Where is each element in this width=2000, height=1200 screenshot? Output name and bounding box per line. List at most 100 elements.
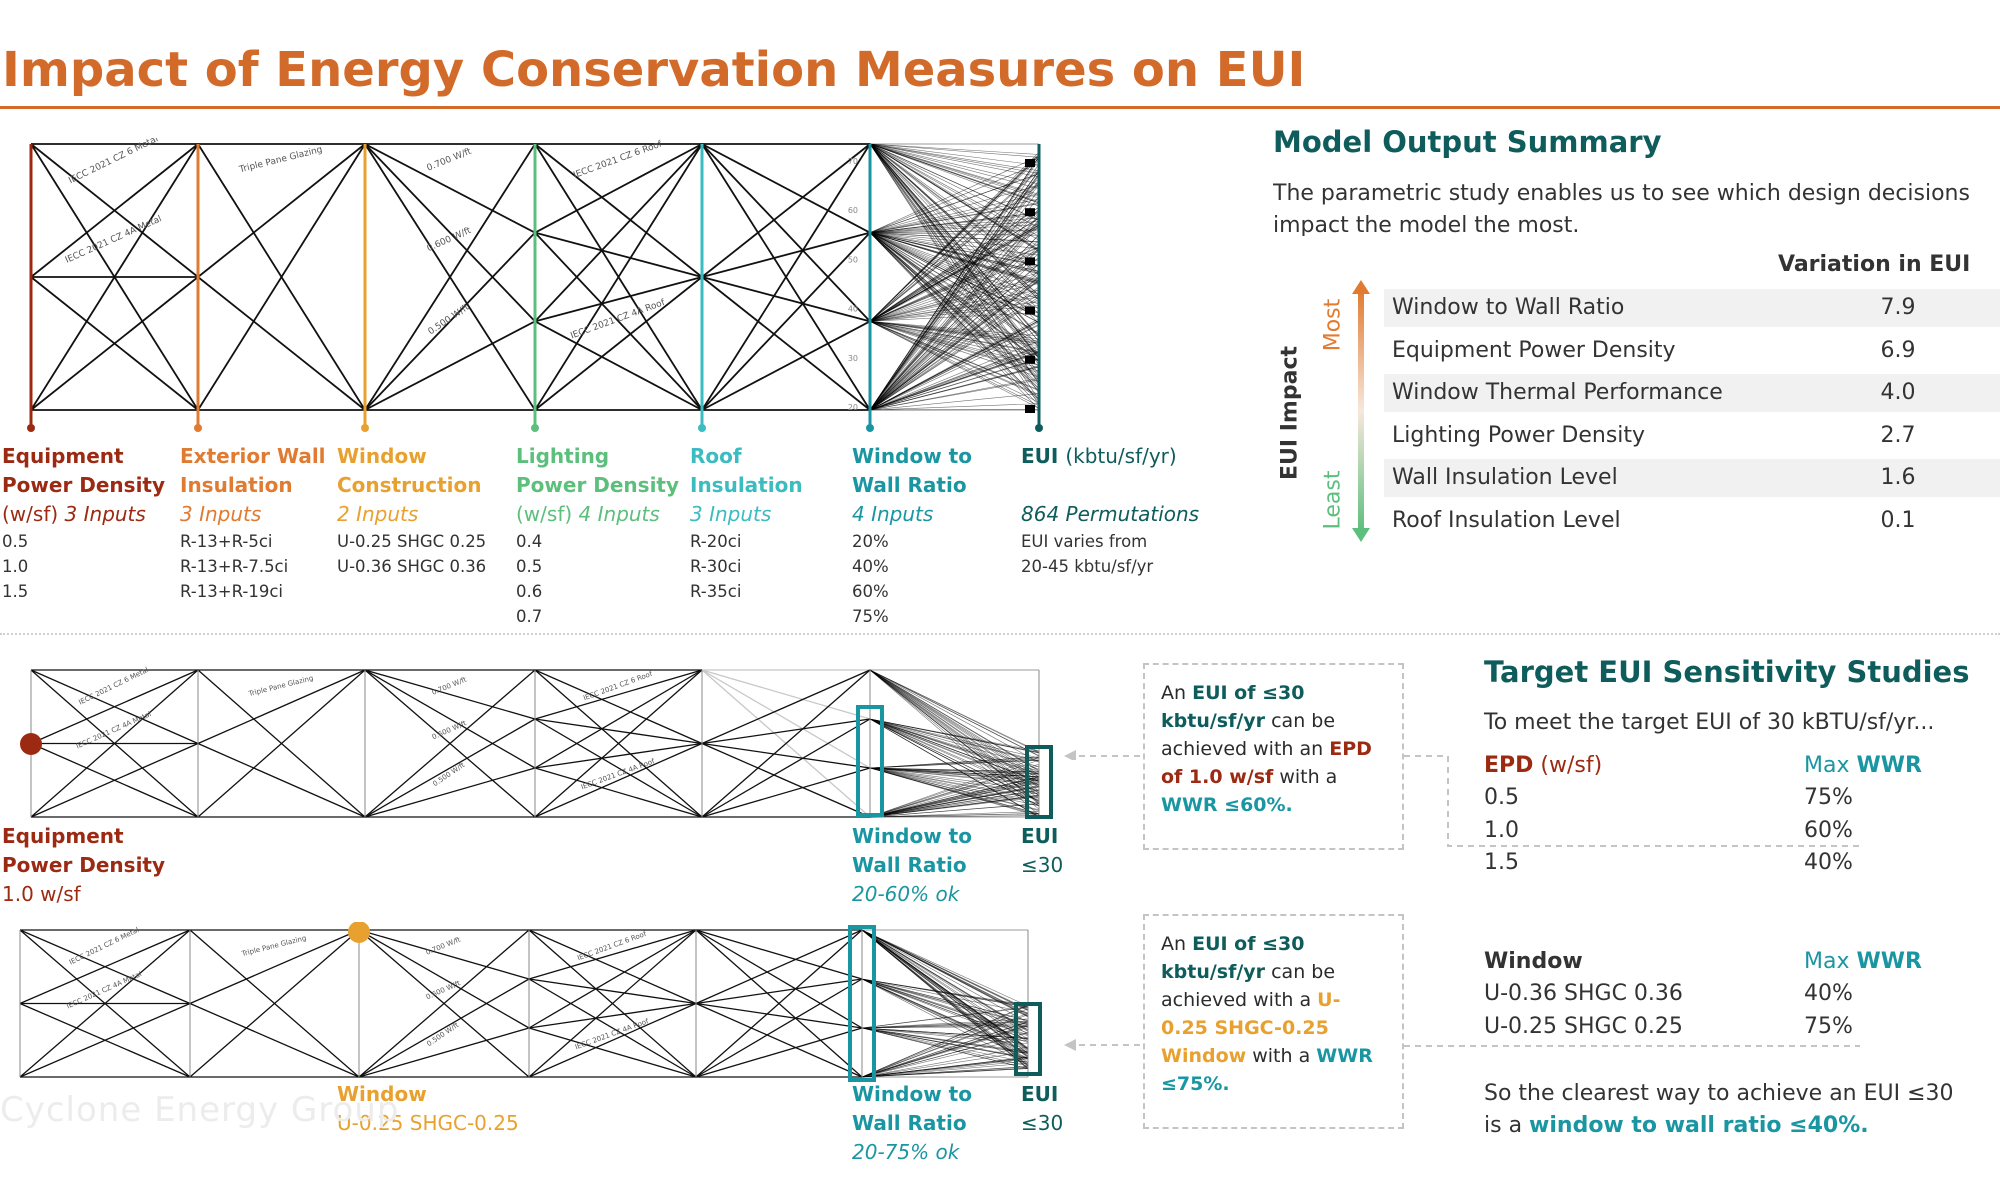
pc-segment xyxy=(364,143,536,411)
faint-chart-label: Triple Pane Glazing xyxy=(237,145,323,176)
pc-segment xyxy=(861,929,1029,1040)
pc-segment xyxy=(528,1027,697,1078)
pc-segment xyxy=(528,929,697,1005)
measure-name: Lighting Power Density xyxy=(1392,422,1646,448)
pc-segment xyxy=(869,221,1040,233)
pc-segment xyxy=(861,978,1029,1054)
pc-segment xyxy=(861,1046,1029,1078)
pc-segment xyxy=(861,929,1029,1069)
pc-segment xyxy=(869,792,1040,818)
pc-segment xyxy=(30,143,199,411)
pc-segment xyxy=(869,669,1040,753)
wwr-label: WWR xyxy=(1856,753,1922,778)
pc-segment xyxy=(528,1002,697,1078)
pc-segment xyxy=(869,143,1040,268)
pc-segment xyxy=(869,232,1040,410)
measure-variation: 4.0 xyxy=(1880,380,1916,405)
pc-segment xyxy=(19,929,191,1005)
axis-value: R-13+R-5ci xyxy=(180,532,273,551)
least-label: Least xyxy=(1318,460,1348,540)
pc-segment xyxy=(869,232,1040,335)
pc-segment xyxy=(701,143,871,278)
pc-segment xyxy=(869,669,1040,803)
pc-segment xyxy=(869,815,1040,818)
study1-eui-label: EUI ≤30 xyxy=(1021,822,1063,880)
axis-label-window: Window Construction 2 Inputs U-0.25 SHGC… xyxy=(337,442,507,579)
table-cell: 40% xyxy=(1804,850,1853,875)
tick-label: 50 xyxy=(848,255,858,264)
label-line: Wall Ratio xyxy=(852,1111,967,1135)
window-col-header: Window xyxy=(1484,949,1583,974)
pc-segment xyxy=(701,718,871,745)
pc-segment xyxy=(869,232,1040,272)
table-cell: 0.5 xyxy=(1484,785,1519,810)
pc-segment xyxy=(869,232,1040,300)
pc-segment xyxy=(869,143,1040,228)
pc-segment xyxy=(861,978,1029,1034)
pc-segment xyxy=(528,1002,697,1029)
pc-segment xyxy=(869,232,1040,367)
pc-segment xyxy=(364,767,536,818)
axis-label-wwr: Window to Wall Ratio 4 Inputs 20% 40% 60% 7… xyxy=(852,442,1002,629)
pc-segment xyxy=(869,786,1040,818)
tick-label: 20 xyxy=(848,403,858,412)
pc-segment xyxy=(869,321,1040,407)
pc-segment xyxy=(358,929,530,980)
pc-segment xyxy=(869,143,1040,366)
pc-segment xyxy=(869,321,1040,347)
pc-segment xyxy=(30,143,199,278)
study2-callout: An EUI of ≤30 kbtu/sf/yr can be achieved… xyxy=(1143,914,1404,1129)
pc-segment xyxy=(861,1007,1029,1029)
pc-segment xyxy=(869,251,1040,322)
pc-segment xyxy=(869,288,1040,411)
pc-segment xyxy=(869,352,1040,411)
pc-segment xyxy=(869,669,1040,782)
pc-segment xyxy=(861,929,1029,1065)
axis-inputs: 3 Inputs xyxy=(64,502,146,526)
callout-text: can be achieved with a xyxy=(1161,961,1336,1011)
table-cell: 60% xyxy=(1804,817,1853,843)
pc-segment xyxy=(861,929,1029,1011)
pc-segment xyxy=(869,143,1040,237)
pc-segment xyxy=(861,929,1029,1031)
pc-segment xyxy=(861,929,1029,1051)
tick-label: 60 xyxy=(848,206,858,215)
pc-segment xyxy=(869,143,1040,189)
pc-segment xyxy=(869,321,1040,409)
summary-row: Window to Wall Ratio 7.9 xyxy=(1384,289,2000,327)
pc-segment xyxy=(861,1058,1029,1078)
pc-segment xyxy=(861,978,1029,1007)
axis-title: Roof xyxy=(690,444,742,468)
label-line: Power Density xyxy=(2,853,166,877)
faint-chart-label: IECC 2021 CZ 6 Metal xyxy=(78,666,150,707)
table-cell: 1.5 xyxy=(1484,850,1519,875)
pc-segment xyxy=(869,321,1040,369)
pc-segment xyxy=(869,320,1040,411)
faint-chart-label: Triple Pane Glazing xyxy=(240,934,307,958)
pc-segment xyxy=(869,767,1040,786)
pc-segment xyxy=(861,1027,1029,1069)
pc-segment xyxy=(861,1060,1029,1078)
tick-label: 40 xyxy=(848,305,858,314)
pc-segment xyxy=(869,143,1040,248)
pc-segment xyxy=(30,669,199,745)
pc-segment xyxy=(869,220,1040,411)
faint-chart-label: Triple Pane Glazing xyxy=(247,674,314,698)
pc-segment xyxy=(869,377,1040,411)
pc-segment xyxy=(861,1005,1029,1078)
pc-segment xyxy=(869,213,1040,322)
faint-chart-label: 0.600 W/ft xyxy=(431,719,468,741)
callout-wwr: WWR ≤75%. xyxy=(1161,1045,1373,1095)
pc-segment xyxy=(701,669,871,720)
target-heading: Target EUI Sensitivity Studies xyxy=(1484,655,1970,689)
pc-segment xyxy=(869,277,1040,411)
pc-segment xyxy=(869,143,1040,280)
pc-segment xyxy=(869,669,1040,800)
table-cell: 75% xyxy=(1804,1013,1853,1039)
pc-segment xyxy=(869,767,1040,800)
study1-wwr-label: Window to Wall Ratio 20-60% ok xyxy=(852,822,972,909)
pc-segment xyxy=(869,718,1040,759)
pc-segment xyxy=(869,143,1040,276)
pc-segment xyxy=(869,143,1040,252)
